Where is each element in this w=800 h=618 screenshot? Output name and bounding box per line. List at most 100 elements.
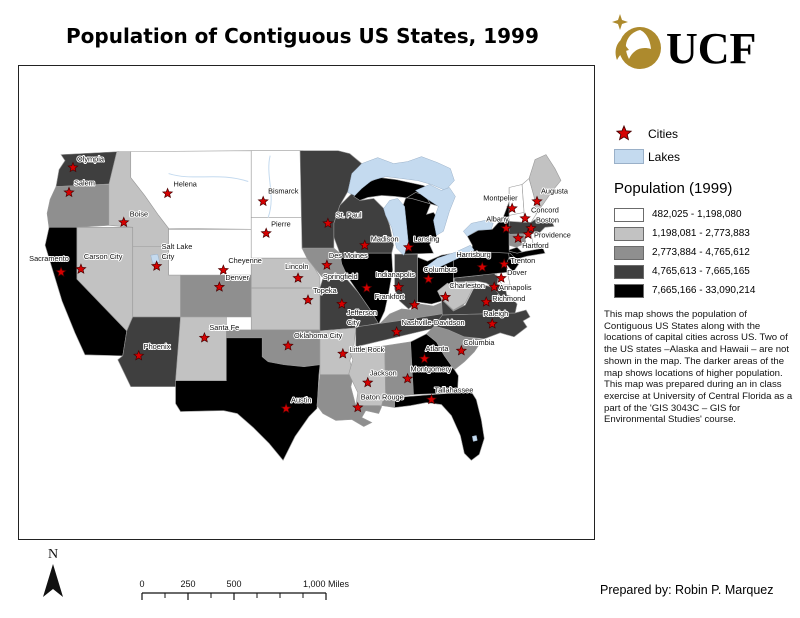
city-sacramento: Sacramento [28,253,70,277]
city-label: City [162,252,175,261]
ucf-pegasus-icon [612,14,661,69]
city-label: Augusta [541,186,569,195]
city-star-icon [488,281,500,292]
city-label: Indianapolis [376,270,416,279]
legend-cities-row: Cities [614,124,796,143]
scale-label: 250 [180,579,195,589]
city-dover: Dover [495,267,528,283]
city-star-icon [390,325,403,337]
city-lincoln: Lincoln [284,261,309,283]
legend-class-row-3: 2,773,884 - 4,765,612 [614,243,796,262]
city-label: Cheyenne [228,256,262,265]
city-albany: Albany [485,213,512,234]
city-austin: Austin [280,395,313,414]
city-jackson: Jackson [362,368,398,388]
scale-end-label: 1,000 Miles [303,579,350,589]
city-label: Richmond [492,294,525,303]
city-providence: Providence [522,228,572,240]
city-label: Lincoln [285,262,308,271]
city-star-icon [75,263,87,274]
state-north-dakota [250,150,306,218]
city-label: Trenton [510,256,535,265]
city-star-icon [392,281,405,292]
city-madison: Madison [359,233,400,250]
city-label: Carson City [84,252,123,261]
legend-population-header: Population (1999) [614,180,733,197]
city-star-icon [408,299,421,310]
legend-classes: 482,025 - 1,198,080 1,198,081 - 2,773,883… [614,205,796,300]
city-star-icon [519,212,531,224]
city-label: Harrisburg [456,250,490,259]
city-atlanta: Atlanta [418,343,450,364]
city-star-icon [439,291,452,302]
city-star-icon [133,349,145,361]
city-springfield: Springfield [322,271,373,293]
city-star-icon [161,187,174,199]
city-star-icon [292,272,304,283]
river-missouri-river-nd- [267,155,272,218]
state-north-carolina [433,309,531,340]
city-richmond: Richmond [480,293,526,307]
city-star-icon [614,125,648,142]
city-star-icon [322,217,334,229]
city-pierre: Pierre [260,218,292,238]
city-concord: Concord [519,204,560,224]
scale-label: 0 [139,579,144,589]
city-denver: Denver [213,272,251,292]
city-label: Helena [174,179,198,188]
legend-cities-label: Cities [648,126,679,141]
city-columbia: Columbia [455,337,496,356]
ucf-wordmark: UCF [666,24,756,73]
state-florida [394,388,485,461]
page-title: Population of Contiguous US States, 1999 [66,24,539,48]
city-label: Charleston [449,281,485,290]
city-label: Tallahassee [434,386,473,395]
city-label: Phoenix [144,342,171,351]
class-swatch [614,283,644,298]
class-range-label: 4,765,613 - 7,665,165 [652,266,750,277]
city-star-icon [512,232,524,243]
city-label: Topeka [313,286,338,295]
city-olympia: Olympia [67,154,106,173]
city-label: Bismarck [268,186,299,195]
state-texas [175,337,321,461]
city-baton-rouge: Baton Rouge [352,392,405,413]
city-augusta: Augusta [531,185,570,207]
city-salem: Salem [63,177,96,198]
river-missouri-river-mt- [168,173,249,182]
city-label: Denver [225,273,249,282]
city-montgomery: Montgomery [401,364,453,384]
city-star-icon [198,331,211,343]
city-bismarck: Bismarck [257,185,300,207]
city-label: City [347,318,360,327]
city-label: Lansing [414,234,440,243]
class-range-label: 482,025 - 1,198,080 [652,209,742,220]
class-swatch [614,226,644,241]
lake-lake-okeechobee [472,435,478,442]
scale-bar: 0 250 500 1,000 Miles [139,579,350,600]
lake-lake-erie [425,244,475,274]
legend: Cities Lakes Population (1999) 482,025 -… [614,124,796,300]
city-star-icon [217,264,230,275]
city-oklahoma-city: Oklahoma City [282,330,344,351]
city-star-icon [336,298,348,309]
city-boston: Boston [525,214,560,234]
lake-great-salt-lake [150,253,160,264]
class-range-label: 2,773,884 - 4,765,612 [652,247,750,258]
city-annapolis: Annapolis [488,281,533,293]
city-star-icon [359,239,371,250]
map-frame: Olympia Salem Helena Boise Bismarck Pierre Sal… [18,65,595,540]
city-label: Columbia [463,338,495,347]
city-columbus: Columbus [423,264,458,284]
city-label: St. Paul [336,210,362,219]
scale-label: 500 [226,579,241,589]
legend-lakes-label: Lakes [648,149,681,164]
city-hartford: Hartford [512,232,550,251]
city-star-icon [352,401,364,413]
state-missouri [319,277,381,332]
city-raleigh: Raleigh [482,308,509,329]
city-trenton: Trenton [498,255,536,269]
city-star-icon [500,222,512,234]
city-star-icon [213,281,226,292]
